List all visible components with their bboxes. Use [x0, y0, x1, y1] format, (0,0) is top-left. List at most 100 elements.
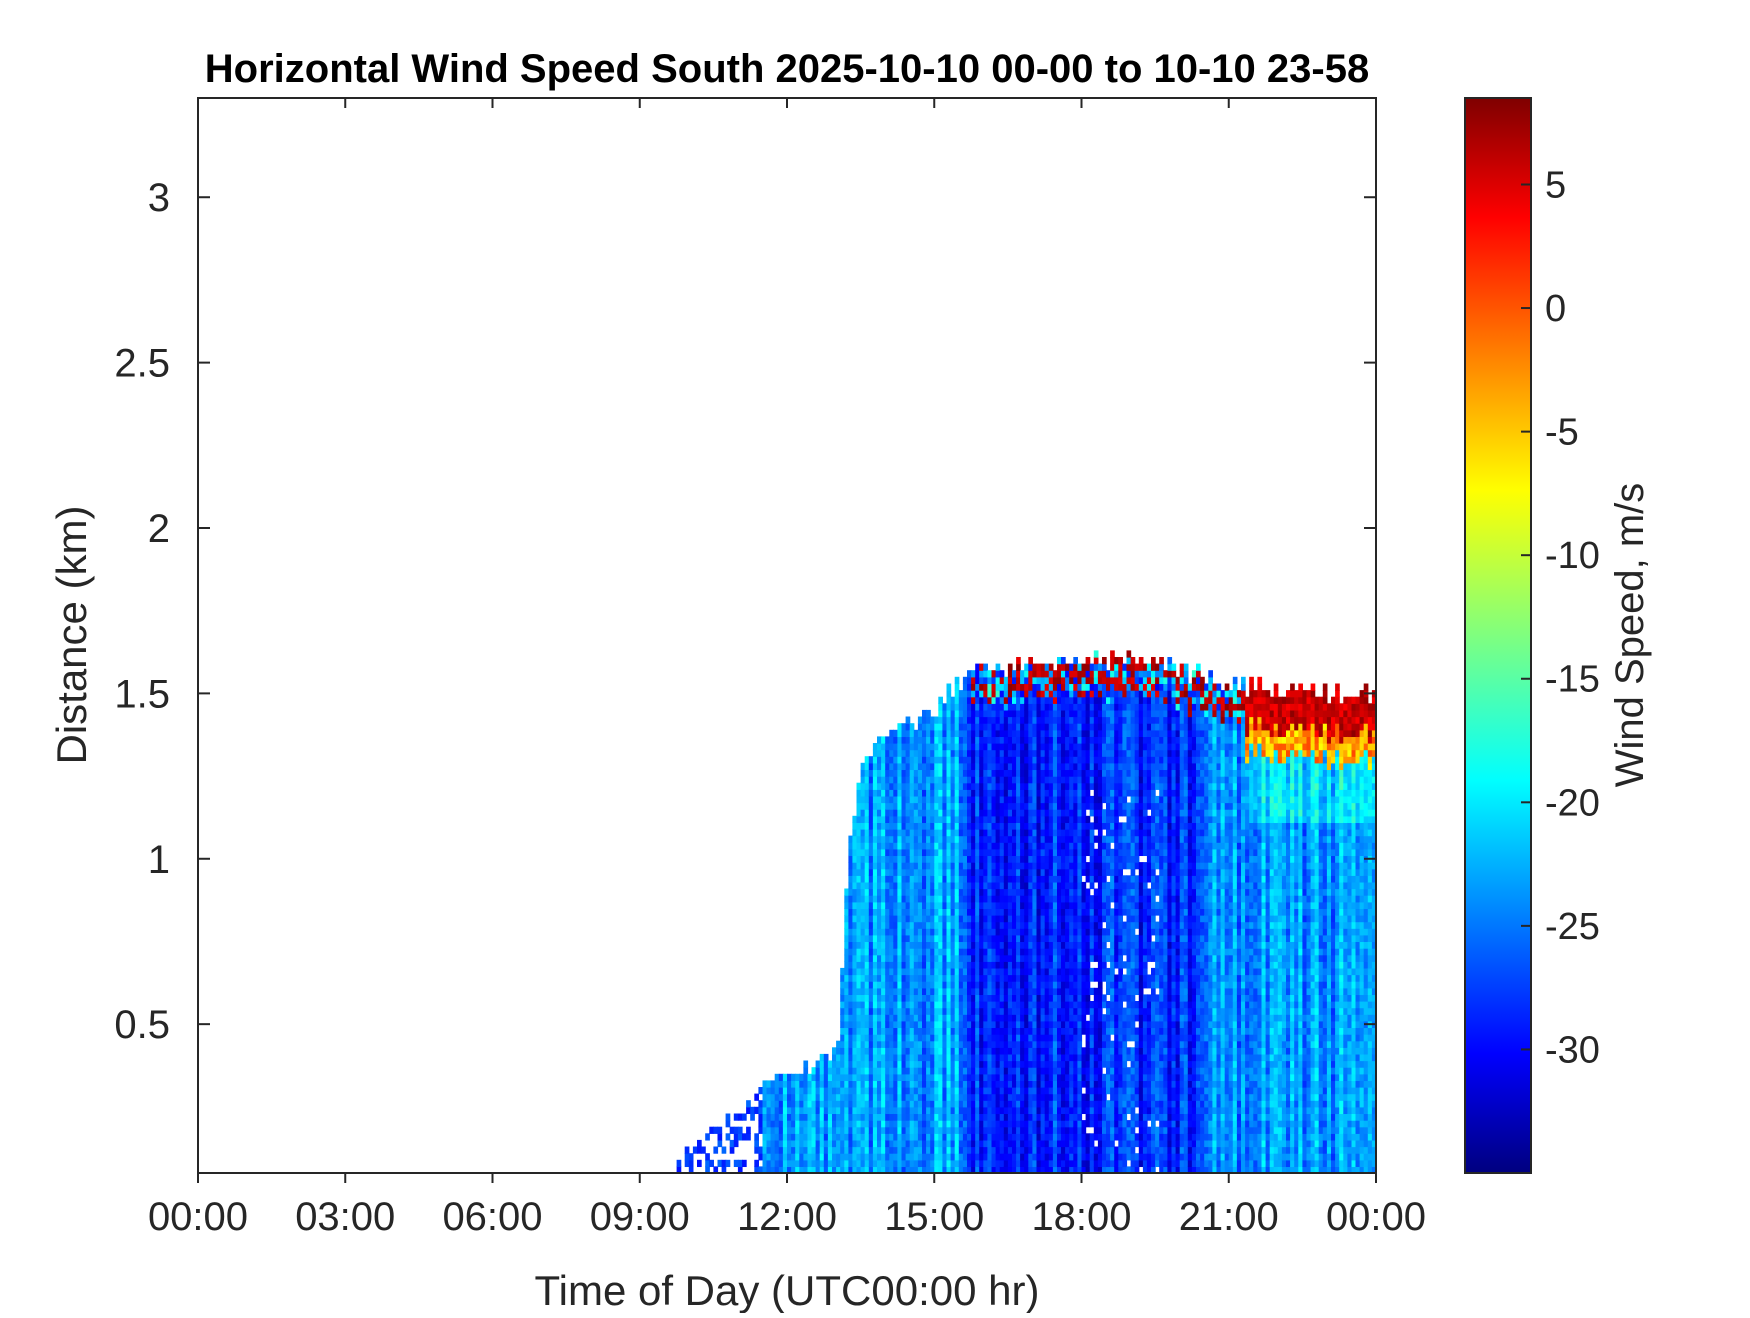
heatmap-cell — [979, 842, 984, 850]
heatmap-cell — [852, 934, 858, 943]
heatmap-cell — [1052, 1106, 1058, 1115]
heatmap-cell — [1065, 1034, 1070, 1042]
heatmap-cell — [860, 848, 866, 857]
heatmap-cell — [877, 835, 882, 843]
heatmap-cell — [852, 921, 858, 929]
heatmap-cell — [1003, 822, 1009, 830]
heatmap-cell — [991, 756, 997, 764]
heatmap-cell — [860, 961, 866, 969]
heatmap-cell — [962, 809, 968, 817]
heatmap-cell — [909, 1093, 915, 1101]
heatmap-cell — [868, 1001, 874, 1009]
heatmap-cell — [930, 875, 935, 883]
heatmap-cell — [852, 835, 858, 843]
heatmap-cell — [1020, 915, 1025, 923]
heatmap-cell — [840, 1001, 845, 1009]
heatmap-cell — [1081, 723, 1087, 731]
heatmap-cell — [995, 1060, 1001, 1068]
heatmap-cell — [897, 928, 903, 936]
heatmap-cell — [877, 736, 882, 744]
heatmap-cell — [872, 762, 878, 771]
heatmap-cell — [946, 895, 952, 903]
heatmap-cell — [1052, 974, 1058, 982]
heatmap-cell — [1028, 888, 1033, 896]
heatmap-cell — [827, 1060, 833, 1068]
heatmap-cell — [1040, 961, 1046, 969]
heatmap-cell — [807, 1166, 813, 1173]
heatmap-cell — [811, 1146, 817, 1154]
heatmap-cell — [1028, 835, 1033, 843]
heatmap-cell — [1089, 1080, 1095, 1088]
heatmap-cell — [1024, 723, 1029, 731]
heatmap-cell — [1057, 848, 1062, 857]
heatmap-cells — [676, 650, 1376, 1173]
heatmap-cell — [1057, 683, 1062, 691]
heatmap-cell — [1077, 1080, 1083, 1088]
heatmap-cell — [1102, 948, 1107, 956]
heatmap-cell — [954, 809, 960, 817]
heatmap-cell — [987, 1001, 993, 1009]
heatmap-cell — [975, 1073, 980, 1082]
heatmap-cell — [967, 676, 972, 685]
heatmap-cell — [1020, 1120, 1025, 1128]
heatmap-cell — [1003, 729, 1009, 738]
heatmap-cell — [1089, 809, 1095, 817]
heatmap-cell — [1089, 928, 1095, 936]
heatmap-cell — [1020, 868, 1025, 876]
heatmap-cell — [889, 1139, 894, 1148]
heatmap-cell — [1003, 709, 1009, 718]
heatmap-cell — [725, 1133, 731, 1141]
heatmap-cell — [1093, 855, 1099, 863]
heatmap-cell — [1089, 1073, 1095, 1082]
heatmap-cell — [827, 1146, 833, 1154]
heatmap-cell — [1040, 1073, 1046, 1082]
heatmap-cell — [864, 776, 870, 784]
heatmap-cell — [885, 961, 890, 969]
heatmap-cell — [917, 862, 923, 870]
heatmap-cell — [1065, 915, 1070, 923]
heatmap-cell — [962, 868, 968, 876]
heatmap-cell — [962, 723, 968, 731]
heatmap-cell — [1020, 1027, 1025, 1035]
heatmap-cell — [832, 1087, 837, 1095]
heatmap-cell — [889, 1034, 894, 1042]
heatmap-cell — [807, 1080, 813, 1088]
heatmap-cell — [1020, 1087, 1025, 1095]
heatmap-cell — [1036, 1153, 1042, 1161]
heatmap-cell — [897, 1100, 903, 1108]
heatmap-cell — [1085, 1040, 1091, 1048]
heatmap-cell — [905, 1139, 911, 1148]
heatmap-cell — [885, 1120, 890, 1128]
heatmap-cell — [1069, 848, 1074, 857]
heatmap-cell — [1065, 961, 1070, 969]
heatmap-cell — [844, 1100, 849, 1108]
heatmap-cell — [1048, 690, 1054, 698]
heatmap-cell — [1061, 663, 1066, 671]
heatmap-cell — [1007, 1047, 1013, 1055]
heatmap-cell — [852, 1001, 858, 1009]
heatmap-cell — [958, 1007, 964, 1015]
heatmap-cell — [1007, 895, 1013, 903]
heatmap-cell — [1093, 690, 1099, 698]
heatmap-cell — [1081, 981, 1087, 989]
heatmap-cell — [979, 815, 984, 824]
heatmap-cell — [913, 981, 919, 989]
heatmap-cell — [877, 1040, 882, 1048]
heatmap-cell — [1040, 941, 1046, 949]
heatmap-cell — [917, 961, 923, 969]
heatmap-cell — [950, 1126, 956, 1134]
heatmap-cell — [938, 868, 943, 876]
heatmap-cell — [860, 1073, 866, 1082]
heatmap-cell — [1028, 822, 1033, 830]
heatmap-cell — [967, 974, 972, 982]
heatmap-cell — [995, 743, 1001, 751]
heatmap-cell — [872, 987, 878, 996]
heatmap-cell — [991, 1034, 997, 1042]
heatmap-cell — [1007, 663, 1013, 671]
heatmap-cell — [1016, 941, 1021, 949]
heatmap-cell — [897, 723, 903, 731]
heatmap-cell — [995, 941, 1001, 949]
heatmap-cell — [1106, 1120, 1111, 1128]
heatmap-cell — [987, 789, 993, 797]
heatmap-cell — [1016, 709, 1021, 718]
